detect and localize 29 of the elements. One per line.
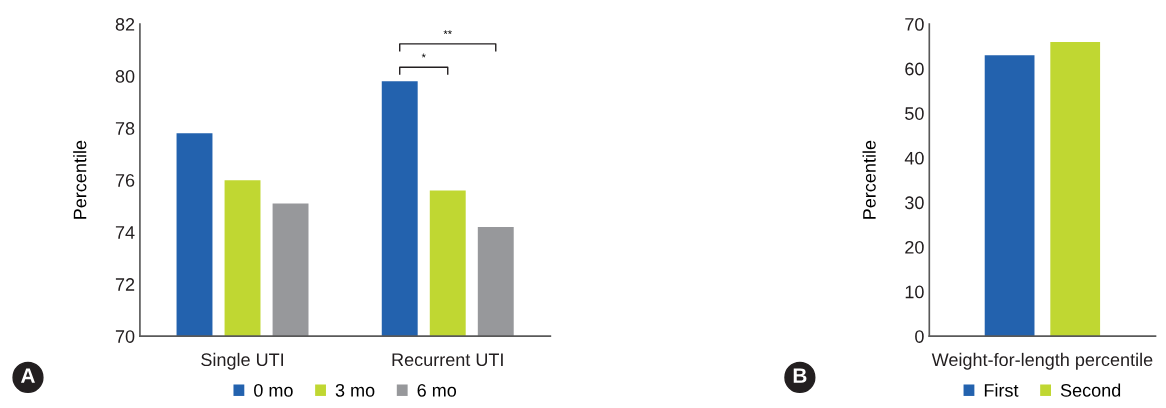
x-tick-label: Weight-for-length percentile bbox=[931, 352, 1153, 370]
legend-label: 3 mo bbox=[335, 383, 375, 397]
y-tick-label: 20 bbox=[905, 240, 924, 254]
legend-label: 0 mo bbox=[254, 383, 293, 397]
legend-label: First bbox=[984, 383, 1019, 397]
legend-label: Second bbox=[1060, 383, 1121, 397]
y-tick-label: 10 bbox=[905, 285, 924, 299]
text: B bbox=[793, 368, 807, 383]
y-tick-label: 40 bbox=[904, 151, 924, 165]
y-tick-label: 72 bbox=[115, 278, 135, 291]
y-axis-title: Percentile bbox=[862, 140, 876, 219]
y-tick-label: 78 bbox=[115, 122, 135, 135]
y-tick-label: 60 bbox=[905, 62, 924, 76]
y-tick-label: 0 bbox=[915, 330, 924, 343]
x-tick-label: Recurrent UTI bbox=[392, 353, 503, 367]
legend-label: 6 mo bbox=[417, 383, 457, 397]
text: A bbox=[20, 368, 35, 383]
y-tick-label: 82 bbox=[115, 18, 135, 31]
y-tick-label: 30 bbox=[905, 196, 924, 210]
y-tick-label: 50 bbox=[905, 107, 924, 120]
y-tick-label: 76 bbox=[115, 174, 135, 187]
annotation: ** bbox=[443, 30, 452, 35]
annotation: * bbox=[421, 53, 426, 58]
y-axis-title: Percentile bbox=[73, 140, 87, 219]
y-tick-label: 70 bbox=[905, 18, 924, 31]
x-tick-label: Single UTI bbox=[201, 352, 284, 370]
y-tick-label: 70 bbox=[115, 330, 135, 343]
y-tick-label: 80 bbox=[115, 70, 135, 83]
y-tick-label: 74 bbox=[115, 226, 135, 239]
